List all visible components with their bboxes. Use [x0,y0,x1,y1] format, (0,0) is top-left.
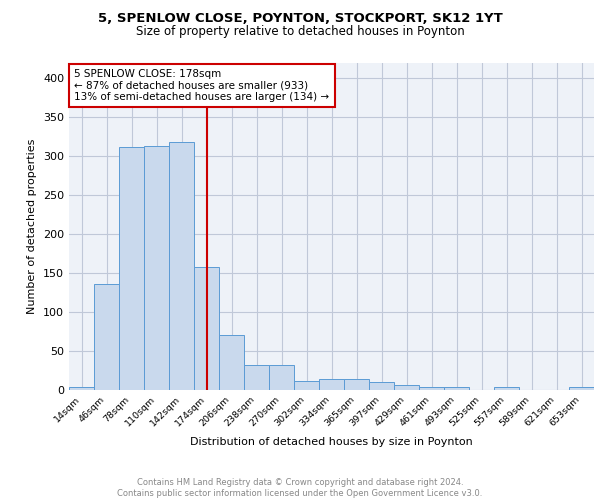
Bar [319,379,344,390]
Bar [169,142,194,390]
Bar [94,284,119,390]
Bar [444,387,469,390]
Bar [194,267,219,390]
Bar [369,382,394,390]
Bar [69,387,94,390]
Bar [494,387,519,390]
Bar [219,336,244,390]
Y-axis label: Number of detached properties: Number of detached properties [28,138,37,314]
Bar [119,146,144,390]
Text: 5 SPENLOW CLOSE: 178sqm
← 87% of detached houses are smaller (933)
13% of semi-d: 5 SPENLOW CLOSE: 178sqm ← 87% of detache… [74,69,329,102]
Bar [144,146,169,390]
X-axis label: Distribution of detached houses by size in Poynton: Distribution of detached houses by size … [190,437,473,447]
Bar [394,384,419,390]
Text: 5, SPENLOW CLOSE, POYNTON, STOCKPORT, SK12 1YT: 5, SPENLOW CLOSE, POYNTON, STOCKPORT, SK… [98,12,502,26]
Bar [269,365,294,390]
Bar [419,387,444,390]
Bar [294,380,319,390]
Bar [344,379,369,390]
Bar [569,387,594,390]
Text: Contains HM Land Registry data © Crown copyright and database right 2024.
Contai: Contains HM Land Registry data © Crown c… [118,478,482,498]
Text: Size of property relative to detached houses in Poynton: Size of property relative to detached ho… [136,25,464,38]
Bar [244,365,269,390]
